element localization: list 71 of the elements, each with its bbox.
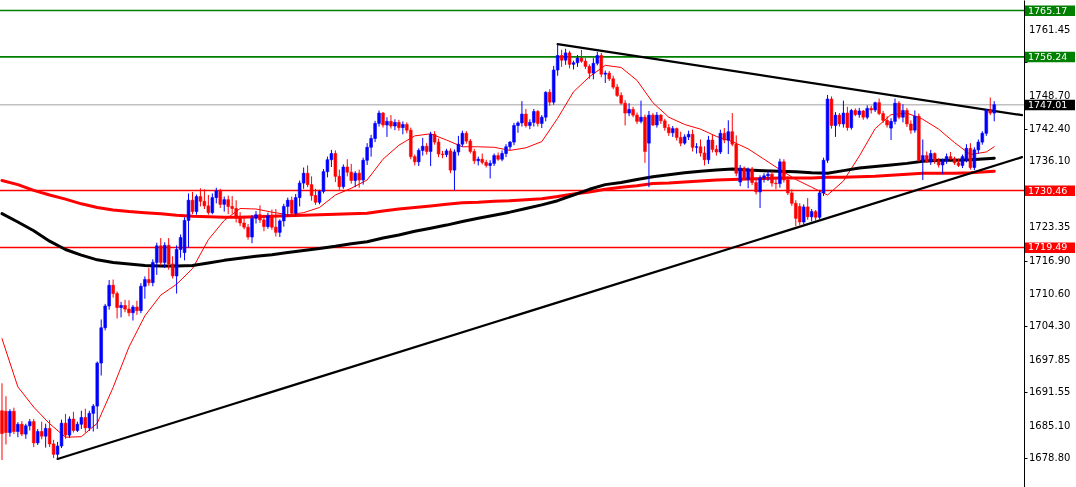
y-tick-label: 1697.85	[1029, 353, 1071, 365]
y-tick-label: 1736.10	[1029, 155, 1071, 167]
candlestick	[159, 237, 163, 267]
candlestick	[436, 137, 441, 158]
y-tick-label: 1685.10	[1029, 419, 1071, 431]
candlestick	[163, 241, 167, 269]
y-tick-label: 1704.30	[1029, 320, 1071, 332]
candlestick	[123, 299, 127, 313]
candlestick	[778, 158, 782, 189]
candlestick	[83, 408, 88, 434]
candlestick	[401, 120, 405, 135]
candlestick	[921, 139, 925, 181]
y-tick-label: 1691.55	[1029, 386, 1071, 398]
candlestick	[119, 301, 123, 318]
candlestick	[496, 151, 500, 162]
ref-line-label: 1747.01	[1028, 98, 1068, 110]
candlestick	[591, 57, 596, 80]
candlestick	[32, 418, 36, 448]
candlestick	[147, 267, 151, 287]
candlestick	[706, 135, 711, 165]
candlestick	[512, 122, 516, 146]
candlestick	[131, 304, 135, 322]
ref-line-label: 1765.17	[1028, 4, 1068, 16]
candlestick	[758, 174, 762, 209]
candlestick	[913, 109, 917, 134]
candlestick	[639, 100, 643, 124]
candlestick	[726, 119, 730, 155]
candlestick	[4, 395, 8, 445]
candlestick	[798, 202, 802, 226]
y-tick-label: 1678.80	[1029, 452, 1071, 464]
candlestick	[210, 192, 215, 215]
candlestick	[766, 170, 770, 182]
ref-line-label: 1719.49	[1028, 241, 1068, 253]
candlestick	[16, 421, 20, 438]
y-tick-label: 1710.60	[1029, 287, 1071, 299]
ref-line-label: 1730.46	[1028, 184, 1068, 196]
candlestick	[802, 203, 806, 225]
candlestick	[79, 410, 84, 430]
candlestick	[8, 408, 12, 438]
y-tick-label: 1716.90	[1029, 254, 1071, 266]
candlestick	[397, 119, 401, 132]
y-tick-label: 1761.45	[1029, 23, 1071, 35]
candlestick	[385, 116, 389, 138]
candlestick	[694, 142, 699, 155]
candlestick	[135, 300, 139, 316]
candlestick	[389, 114, 393, 130]
candlestick	[357, 169, 361, 189]
candlestick	[127, 299, 131, 317]
candlestick	[806, 197, 810, 221]
candlestick	[250, 214, 254, 244]
candlestick	[12, 407, 16, 435]
candlestick	[627, 102, 631, 117]
candlestick	[341, 163, 346, 190]
candlestick	[841, 100, 846, 129]
candlestick	[333, 149, 338, 183]
candlestick	[885, 115, 889, 129]
y-tick-label: 1742.40	[1029, 122, 1071, 134]
candlestick	[393, 118, 397, 131]
candlestick	[901, 103, 905, 123]
y-tick-label: 1723.35	[1029, 221, 1071, 233]
candlestick	[992, 100, 996, 122]
candlestick	[897, 100, 901, 120]
candlestick	[226, 195, 230, 215]
candlestick	[0, 382, 4, 461]
ref-line-label: 1756.24	[1028, 50, 1068, 62]
candlestick	[738, 164, 742, 187]
candlestick	[349, 163, 353, 185]
candlestick	[286, 197, 290, 218]
y-tick-label: 1748.70	[1029, 89, 1071, 101]
candlestick	[524, 108, 528, 129]
candlestick	[710, 133, 715, 153]
